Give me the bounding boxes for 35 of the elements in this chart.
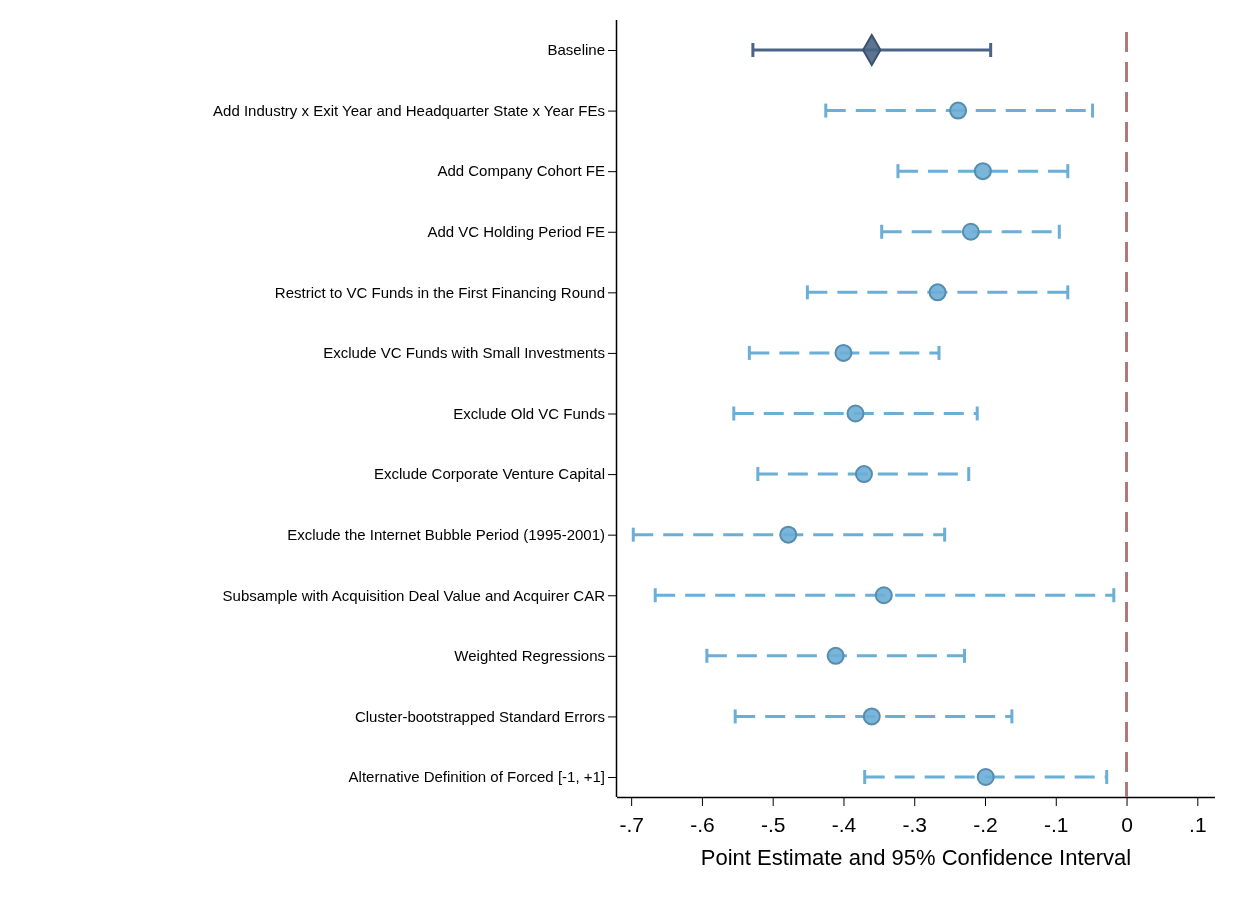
point	[834, 343, 853, 362]
y-tick-label: Restrict to VC Funds in the First Financing Round	[274, 283, 605, 301]
y-tick-label: Exclude VC Funds with Small Investments	[323, 344, 605, 362]
y-tick-label: Exclude Old VC Funds	[453, 404, 605, 422]
y-tick-label: Alternative Definition of Forced [-1, +1]	[348, 768, 605, 786]
point	[928, 283, 947, 302]
point	[846, 404, 865, 423]
point	[854, 465, 873, 484]
y-tick-label: Exclude Corporate Venture Capital	[374, 465, 605, 483]
y-tick-label: Weighted Regressions	[454, 647, 605, 665]
point	[973, 162, 992, 181]
y-tick-label: Add Industry x Exit Year and Headquarter State x Year FEs	[213, 101, 605, 119]
point	[949, 101, 968, 120]
x-tick-label: -.6	[690, 813, 715, 837]
x-tick-label: .1	[1189, 813, 1207, 837]
x-axis-title: Point Estimate and 95% Confidence Interval	[700, 845, 1132, 870]
point	[826, 646, 845, 665]
y-tick-label: Exclude the Internet Bubble Period (1995-2001)	[287, 525, 605, 543]
point	[961, 222, 980, 241]
x-tick-label: 0	[1121, 813, 1133, 837]
y-tick-label: Baseline	[547, 41, 605, 59]
y-tick-label: Subsample with Acquisition Deal Value and Acquirer CAR	[222, 586, 606, 604]
x-tick-label: -.2	[973, 813, 998, 837]
point	[874, 586, 893, 605]
y-tick-label: Cluster-bootstrapped Standard Errors	[354, 707, 605, 725]
x-tick-label: -.1	[1044, 813, 1069, 837]
point	[976, 768, 995, 786]
point	[779, 525, 798, 544]
x-tick-label: -.3	[902, 813, 927, 837]
y-tick-label: Add Company Cohort FE	[437, 162, 605, 180]
x-tick-label: -.5	[760, 813, 786, 837]
x-tick-label: -.7	[619, 813, 644, 837]
y-tick-label: Add VC Holding Period FE	[427, 223, 605, 241]
point	[862, 707, 881, 726]
x-tick-label: -.4	[831, 813, 857, 837]
